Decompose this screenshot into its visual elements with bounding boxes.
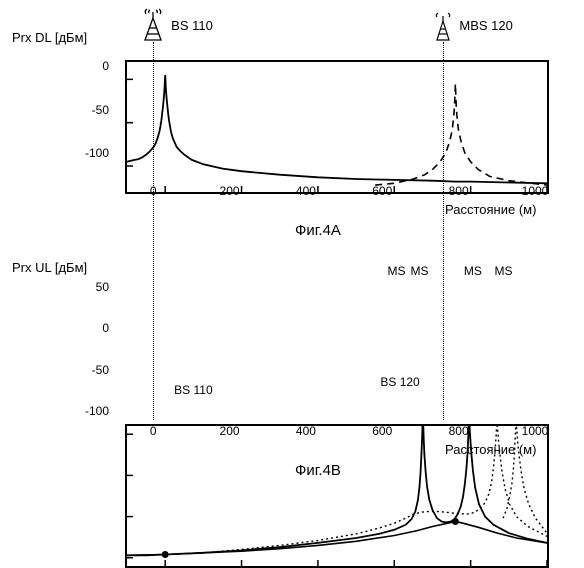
xtick-label: 600 xyxy=(372,184,392,198)
xtick-label: 1000 xyxy=(522,424,549,438)
xtick-label: 200 xyxy=(220,424,240,438)
ytick-label: -50 xyxy=(69,103,109,117)
ms-label: MS xyxy=(464,264,482,278)
antenna-mbs xyxy=(432,12,454,42)
ms-label: MS xyxy=(494,264,512,278)
figA-ylabel: Prx DL [дБм] xyxy=(12,30,87,45)
figA-caption: Фиг.4A xyxy=(295,222,341,239)
figB-caption: Фиг.4B xyxy=(295,462,341,479)
ms-label: MS xyxy=(410,264,428,278)
bs-inline-label: BS 120 xyxy=(380,375,419,389)
xtick-label: 200 xyxy=(220,184,240,198)
figB-xlabel: Расстояние (м) xyxy=(445,442,536,457)
xtick-label: 400 xyxy=(296,424,316,438)
ytick-label: -100 xyxy=(69,146,109,160)
figA-xlabel: Расстояние (м) xyxy=(445,202,536,217)
ytick-label: -50 xyxy=(69,363,109,377)
xtick-label: 1000 xyxy=(522,184,549,198)
antenna-mbs-label: MBS 120 xyxy=(459,18,512,33)
guide-bs xyxy=(153,42,154,420)
bs-inline-label: BS 110 xyxy=(174,383,212,397)
ytick-label: 50 xyxy=(69,280,109,294)
antenna-bs-label: BS 110 xyxy=(171,18,213,33)
guide-mbs xyxy=(443,42,444,420)
xtick-label: 800 xyxy=(449,184,469,198)
ytick-label: 0 xyxy=(69,59,109,73)
ytick-label: 0 xyxy=(69,321,109,335)
xtick-label: 600 xyxy=(372,424,392,438)
ytick-label: -100 xyxy=(69,404,109,418)
figA-plot xyxy=(125,60,549,194)
xtick-label: 400 xyxy=(296,184,316,198)
xtick-label: 800 xyxy=(449,424,469,438)
antenna-bs xyxy=(140,8,166,42)
figB-ylabel: Prx UL [дБм] xyxy=(12,260,87,275)
ms-label: MS xyxy=(388,264,406,278)
xtick-label: 0 xyxy=(150,424,157,438)
